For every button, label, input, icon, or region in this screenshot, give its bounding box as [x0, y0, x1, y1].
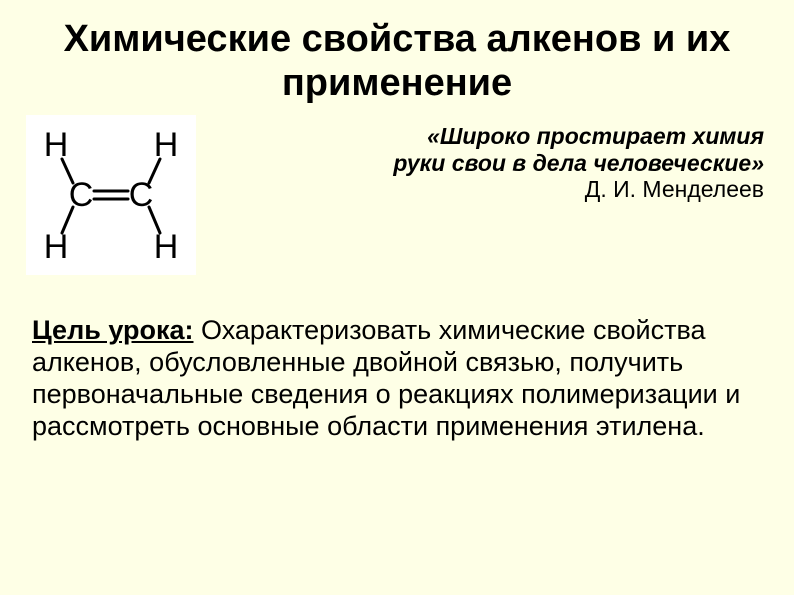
atom-h4: H	[154, 228, 179, 266]
atom-h1: H	[44, 126, 69, 164]
ethylene-structure: H H C C H H	[26, 115, 196, 275]
atom-h2: H	[154, 126, 179, 164]
lesson-goal: Цель урока: Охарактеризовать химические …	[30, 315, 764, 442]
quote-line2: руки свои в дела человеческие»	[216, 150, 764, 176]
epigraph: «Широко простирает химия руки свои в дел…	[196, 115, 764, 202]
atom-h3: H	[44, 228, 69, 266]
quote-author: Д. И. Менделеев	[216, 176, 764, 202]
molecule-svg: H H C C H H	[26, 115, 196, 275]
quote-line1: «Широко простирает химия	[216, 123, 764, 149]
top-row: H H C C H H «Широко простирает химия рук…	[30, 115, 764, 275]
slide-title: Химические свойства алкенов и их примене…	[30, 18, 764, 105]
goal-label: Цель урока:	[32, 315, 194, 345]
